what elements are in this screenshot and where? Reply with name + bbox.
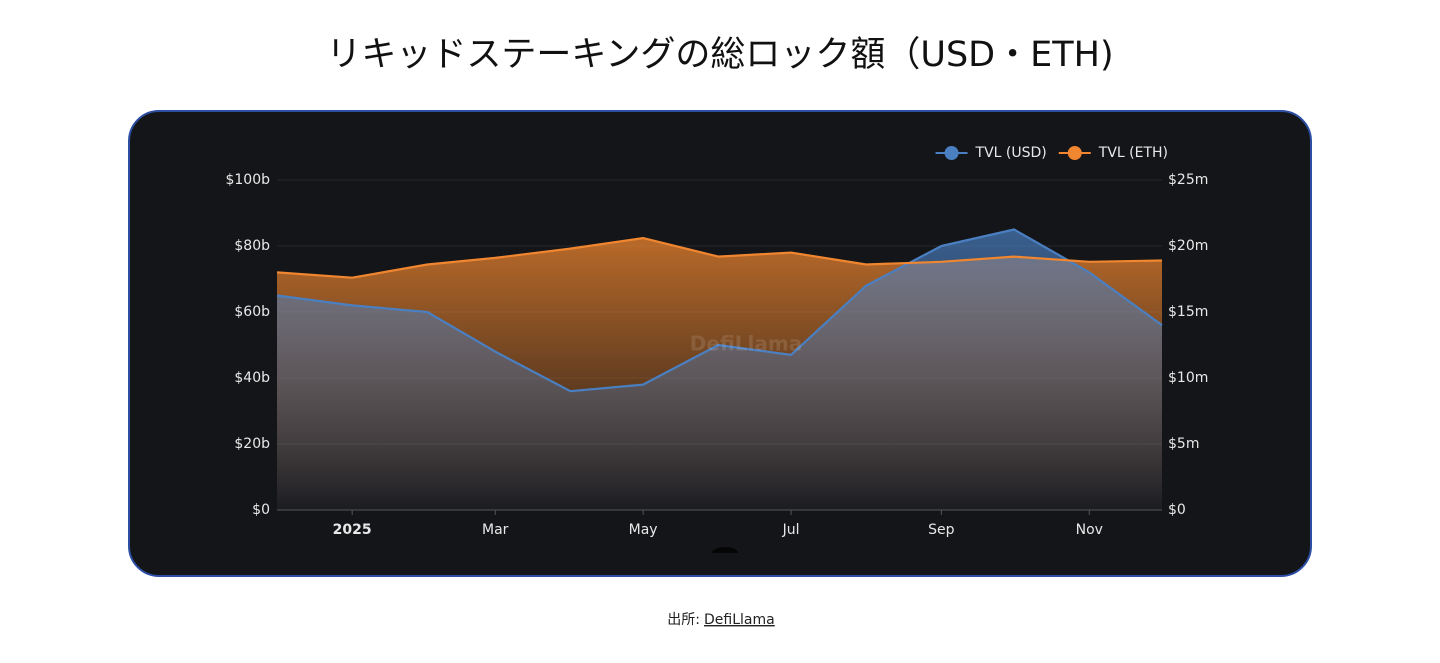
y-tick-label: $0 [252,502,270,518]
y2-tick-label: $20m [1168,238,1208,254]
series-line [276,228,1163,393]
x-tick-label: Mar [482,522,509,538]
x-tick-label: Nov [1076,522,1103,538]
y2-tick-label: $25m [1168,172,1208,188]
card-notch [712,547,738,553]
x-tick-label: May [629,522,658,538]
y-tick-label: $100b [225,172,270,188]
x-tick-label: Jul [782,522,800,538]
x-tick-label: 2025 [333,522,372,538]
legend-label: TVL (USD) [975,145,1047,161]
y2-tick-label: $0 [1168,502,1186,518]
source-link[interactable]: DefiLlama [704,612,775,628]
y2-tick-label: $15m [1168,304,1208,320]
series-area [277,229,1162,510]
y2-tick-label: $5m [1168,436,1199,452]
series-line [276,237,1163,279]
source-label: 出所: [667,612,700,628]
plot: $0 $20b $40b $60b $80b $100b $0 $5m $10m $15m $20m… [225,145,1208,538]
legend-marker [1067,146,1082,160]
chart-title: リキッドステーキングの総ロック額（USD・ETH) [326,35,1113,75]
y-tick-label: $60b [234,304,270,320]
y-tick-label: $20b [234,436,270,452]
watermark: DefiLlama [690,332,802,356]
y-tick-label: $40b [234,370,270,386]
y2-tick-label: $10m [1168,370,1208,386]
y-tick-label: $80b [234,238,270,254]
legend-marker [944,146,959,160]
legend-label: TVL (ETH) [1098,145,1168,161]
x-tick-label: Sep [928,522,955,538]
